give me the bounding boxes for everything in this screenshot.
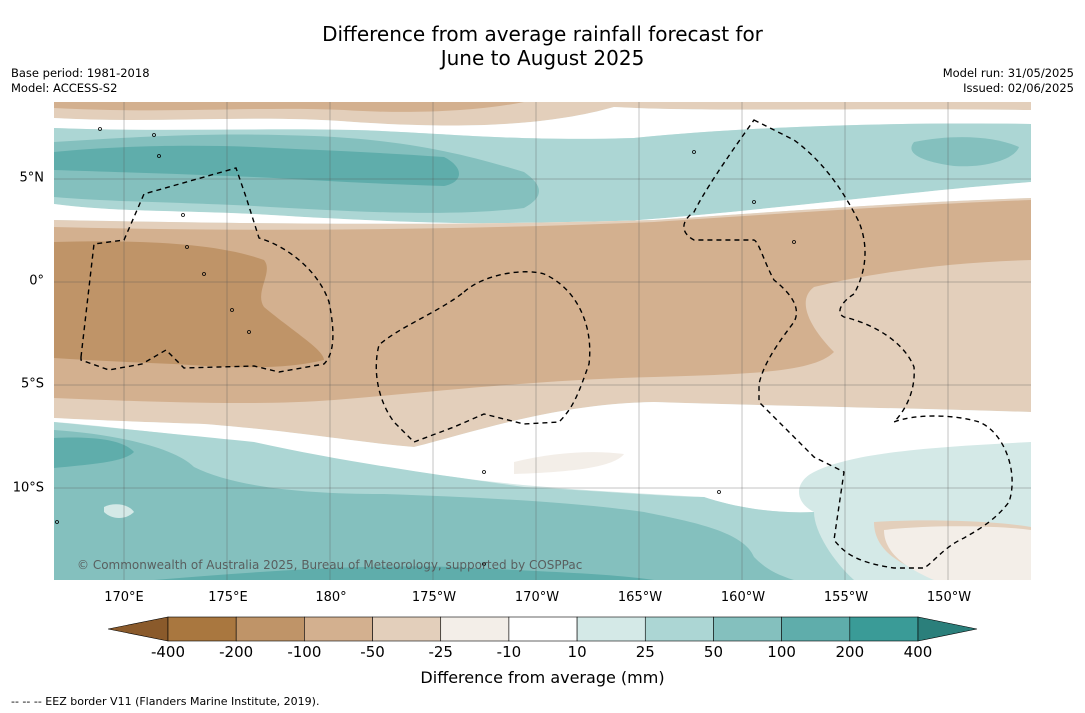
issued-date: Issued: 02/06/2025 xyxy=(963,81,1074,95)
island-markers xyxy=(55,127,796,566)
eez-border-central xyxy=(375,271,591,443)
lon-label-180: 180° xyxy=(315,590,347,605)
lon-label-170w: 170°W xyxy=(514,590,560,605)
colorbar-tick-label: -25 xyxy=(428,643,453,661)
colorbar-bin xyxy=(849,616,919,642)
colorbar-tick-label: -200 xyxy=(219,643,254,661)
lat-0-label: 0° xyxy=(29,273,44,289)
lon-label-170e: 170°E xyxy=(104,590,144,605)
lon-label-155w: 155°W xyxy=(823,590,869,605)
contour-south-wet-strong-2 xyxy=(154,566,654,580)
contour-north-dry-strong xyxy=(54,102,524,112)
contour-south-wet-strong xyxy=(54,437,134,468)
contour-south-dry-patch xyxy=(514,452,624,474)
eez-borders xyxy=(80,119,1013,569)
base-period: Base period: 1981-2018 xyxy=(11,66,150,80)
colorbar-extend-high xyxy=(917,616,978,642)
lon-label-165w: 165°W xyxy=(617,590,663,605)
colorbar-tick-label: -100 xyxy=(287,643,322,661)
colorbar-tick-label: -50 xyxy=(360,643,385,661)
lat-10s-label: 10°S xyxy=(12,480,44,496)
contour-south-wet-mid xyxy=(54,430,794,580)
colorbar-bin xyxy=(576,616,646,642)
lon-label-175e: 175°E xyxy=(208,590,248,605)
map-title: Difference from average rainfall forecas… xyxy=(0,22,1085,70)
lat-5n-label: 5°N xyxy=(19,170,45,186)
colorbar-bin xyxy=(304,616,373,642)
eez-footnote: -- -- -- EEZ border V11 (Flanders Marine… xyxy=(11,695,320,708)
colorbar-tick-label: -400 xyxy=(150,643,186,661)
contour-se-dry-weak xyxy=(884,526,1031,580)
model-name: Model: ACCESS-S2 xyxy=(11,81,118,95)
contour-north-wet-strong xyxy=(54,145,459,186)
eez-border-west xyxy=(80,167,334,373)
title-line-2: June to August 2025 xyxy=(440,46,645,70)
colorbar-tick-label: 200 xyxy=(835,643,865,661)
colorbar-tick-label: 50 xyxy=(703,643,723,661)
colorbar-extend-low xyxy=(107,616,169,642)
colorbar xyxy=(107,616,978,642)
graticule xyxy=(54,102,1031,580)
colorbar-bin xyxy=(644,616,714,642)
lon-label-175w: 175°W xyxy=(411,590,457,605)
colorbar-bin xyxy=(167,616,237,642)
colorbar-bin xyxy=(781,616,851,642)
contour-ne-wet xyxy=(911,137,1019,167)
colorbar-tick-label: -10 xyxy=(496,643,522,661)
colorbar-bin xyxy=(372,616,442,642)
model-run: Model run: 31/05/2025 xyxy=(942,66,1074,80)
meta-left: Base period: 1981-2018 Model: ACCESS-S2 xyxy=(11,66,150,96)
colorbar-title: Difference from average (mm) xyxy=(420,668,665,687)
colorbar-tick-label: 10 xyxy=(567,643,587,661)
lon-label-150w: 150°W xyxy=(926,590,972,605)
contour-equator-neutral xyxy=(54,182,1031,224)
eez-border-ne xyxy=(683,119,1013,569)
colorbar-tick-label: 25 xyxy=(635,643,655,661)
rainfall-map xyxy=(54,102,1031,580)
colorbar-bin xyxy=(713,616,782,642)
contour-equator-dry-strong xyxy=(54,241,324,368)
title-line-1: Difference from average rainfall forecas… xyxy=(322,22,763,46)
colorbar-tick-label: 100 xyxy=(767,643,796,661)
colorbar-bin xyxy=(440,616,510,642)
map-svg xyxy=(54,102,1031,580)
lat-5s-label: 5°S xyxy=(20,376,44,392)
copyright-note: © Commonwealth of Australia 2025, Bureau… xyxy=(77,558,583,572)
colorbar-tick-label: 400 xyxy=(903,643,933,661)
colorbar-svg xyxy=(107,616,978,642)
colorbar-bin xyxy=(508,616,578,642)
lon-label-160w: 160°W xyxy=(720,590,766,605)
contour-north-neutral xyxy=(54,107,1031,139)
contour-south-neutral-islet xyxy=(104,504,134,518)
colorbar-bin xyxy=(235,616,305,642)
meta-right: Model run: 31/05/2025 Issued: 02/06/2025 xyxy=(943,66,1074,96)
